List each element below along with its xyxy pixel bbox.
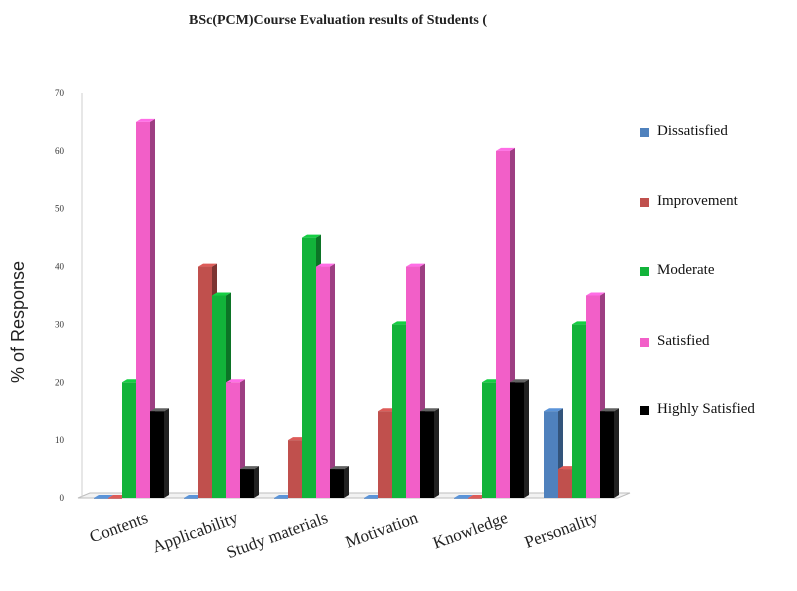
bar-top	[316, 263, 335, 267]
bar-front	[468, 498, 482, 499]
bar-front	[150, 411, 164, 498]
bar-front	[198, 266, 212, 498]
bar-front	[108, 498, 122, 499]
y-tick-label: 50	[55, 204, 65, 214]
bar-side	[164, 408, 169, 498]
bars	[94, 118, 619, 499]
bar-front	[94, 498, 108, 499]
bar-top	[454, 495, 473, 498]
bar-front	[572, 324, 586, 498]
legend-swatch	[640, 198, 649, 207]
bar-top	[150, 408, 169, 412]
bar-front	[302, 237, 316, 498]
y-tick-label: 10	[55, 435, 65, 445]
chart-title: BSc(PCM)Course Evaluation results of Stu…	[189, 13, 487, 28]
bar-highly-satisfied-motivation	[420, 408, 439, 498]
legend: Dissatisfied Improvement Moderate Satisfied…	[640, 123, 755, 417]
bar-front	[510, 382, 524, 498]
legend-swatch	[640, 128, 649, 137]
bar-top	[94, 495, 113, 498]
bar-top	[302, 234, 321, 238]
y-axis-label: % of Response	[8, 261, 28, 383]
legend-swatch	[640, 338, 649, 347]
bar-highly-satisfied-applicability	[240, 466, 259, 498]
bar-front	[420, 411, 434, 498]
bar-highly-satisfied-knowledge	[510, 379, 529, 498]
bar-front	[544, 411, 558, 498]
x-tick-label: Motivation	[343, 508, 421, 552]
y-tick-label: 20	[55, 377, 65, 387]
bar-dissatisfied-contents	[94, 495, 113, 499]
legend-swatch	[640, 406, 649, 415]
bar-front	[558, 469, 572, 498]
bar-highly-satisfied-contents	[150, 408, 169, 498]
bar-highly-satisfied-personality	[600, 408, 619, 498]
bar-top	[240, 466, 259, 470]
legend-label: Moderate	[657, 262, 715, 278]
bar-front	[184, 498, 198, 499]
bar-front	[240, 469, 254, 498]
bar-top	[226, 379, 245, 383]
bar-front	[330, 469, 344, 498]
bar-side	[434, 408, 439, 498]
bar-satisfied-study-materials	[316, 263, 335, 498]
bar-top	[330, 466, 349, 470]
legend-swatch	[640, 267, 649, 276]
bar-top	[406, 263, 425, 267]
legend-label: Satisfied	[657, 333, 710, 349]
y-tick-label: 70	[55, 88, 65, 98]
bar-top	[420, 408, 439, 412]
bar-satisfied-contents	[136, 118, 155, 498]
bar-front	[392, 324, 406, 498]
bar-side	[524, 379, 529, 498]
bar-side	[254, 466, 259, 498]
x-tick-label: Contents	[87, 508, 150, 547]
bar-side	[614, 408, 619, 498]
bar-top	[544, 408, 563, 412]
bar-front	[122, 382, 136, 498]
y-tick-label: 40	[55, 262, 65, 272]
bar-front	[316, 266, 330, 498]
bar-front	[482, 382, 496, 498]
bar-front	[274, 498, 288, 499]
x-tick-label: Personality	[522, 508, 601, 552]
y-tick-label: 0	[60, 493, 65, 503]
bar-top	[586, 292, 605, 296]
bar-dissatisfied-knowledge	[454, 495, 473, 499]
bar-top	[600, 408, 619, 412]
legend-label: Improvement	[657, 193, 739, 209]
bar-front	[496, 150, 510, 498]
bar-front	[600, 411, 614, 498]
bar-top	[510, 379, 529, 383]
legend-label: Dissatisfied	[657, 123, 728, 139]
bar-side	[344, 466, 349, 498]
bar-front	[226, 382, 240, 498]
bar-front	[212, 295, 226, 498]
y-tick-label: 60	[55, 146, 65, 156]
bar-top	[212, 292, 231, 296]
bar-front	[364, 498, 378, 499]
bar-front	[586, 295, 600, 498]
bar-highly-satisfied-study-materials	[330, 466, 349, 498]
y-tick-label: 30	[55, 319, 65, 329]
bar-front	[136, 121, 150, 498]
bar-side	[150, 118, 155, 498]
bar-side	[330, 263, 335, 498]
x-tick-label: Knowledge	[430, 508, 510, 553]
x-tick-label: Study materials	[224, 508, 330, 562]
bar-top	[496, 147, 515, 151]
bar-top	[198, 263, 217, 267]
bar-front	[378, 411, 392, 498]
bar-top	[136, 118, 155, 122]
bar-front	[454, 498, 468, 499]
bar-front	[406, 266, 420, 498]
bar-front	[288, 440, 302, 498]
legend-label: Highly Satisfied	[657, 401, 755, 417]
